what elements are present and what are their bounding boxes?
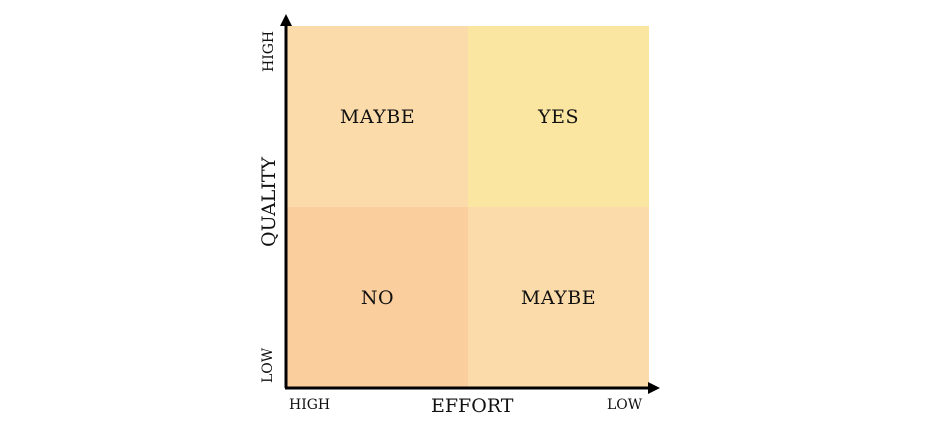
quadrant-top-right-label: YES [538,105,579,128]
quadrant-bottom-left-label: NO [360,286,395,309]
y-axis-title: QUALITY [258,156,280,247]
y-axis-top-label: HIGH [261,30,277,72]
x-axis-right-label: LOW [607,397,643,413]
x-axis-arrow-icon [648,382,660,394]
quadrant-top-right: YES [468,26,649,207]
y-axis-arrow-icon [280,14,292,26]
quadrant-bottom-right-label: MAYBE [520,286,597,309]
x-axis-title: EFFORT [431,395,514,417]
quadrant-bottom-left: NO [287,207,468,388]
x-axis-left-label: HIGH [289,397,331,413]
y-axis-bottom-label: LOW [260,347,276,383]
quadrant-top-left-label: MAYBE [339,105,416,128]
quadrant-top-left: MAYBE [287,26,468,207]
quadrant-bottom-right: MAYBE [468,207,649,388]
